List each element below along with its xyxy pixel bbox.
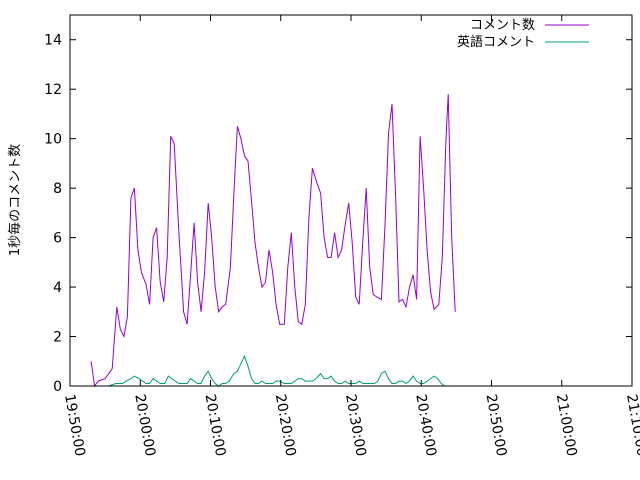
plot-frame xyxy=(69,14,633,387)
y-tick-label: 10 xyxy=(44,132,62,148)
x-tick-label: 20:30:00 xyxy=(342,393,369,458)
x-tick-label: 20:10:00 xyxy=(202,393,229,458)
x-tick-label: 20:20:00 xyxy=(272,393,299,458)
x-tick-label: 21:10:00 xyxy=(623,393,640,458)
y-tick-label: 2 xyxy=(53,330,62,346)
x-tick-label: 20:40:00 xyxy=(412,393,439,458)
y-tick-label: 8 xyxy=(53,181,62,197)
y-axis: 0 2 4 6 8 10 12 14 xyxy=(44,33,632,395)
y-tick-label: 4 xyxy=(53,280,62,296)
x-tick-label: 21:00:00 xyxy=(553,393,580,458)
legend-label-comments: コメント数 xyxy=(470,18,535,33)
y-tick-label: 14 xyxy=(44,33,62,49)
y-tick-label: 12 xyxy=(44,82,62,98)
series-layer xyxy=(90,94,456,388)
y-tick-label: 0 xyxy=(53,379,62,395)
y-axis-title: 1秒毎のコメント数 xyxy=(7,144,23,256)
y-tick-label: 6 xyxy=(53,231,62,247)
x-axis: 19:50:00 20:00:00 20:10:00 20:20:00 20:30:00… xyxy=(61,15,640,458)
series-line-english xyxy=(101,355,445,387)
legend: コメント数 英語コメント xyxy=(457,18,589,50)
x-tick-label: 19:50:00 xyxy=(61,393,88,458)
x-tick-label: 20:50:00 xyxy=(483,393,510,458)
legend-label-english: 英語コメント xyxy=(457,34,535,50)
series-line-comments xyxy=(90,94,456,388)
x-tick-label: 20:00:00 xyxy=(131,393,158,458)
